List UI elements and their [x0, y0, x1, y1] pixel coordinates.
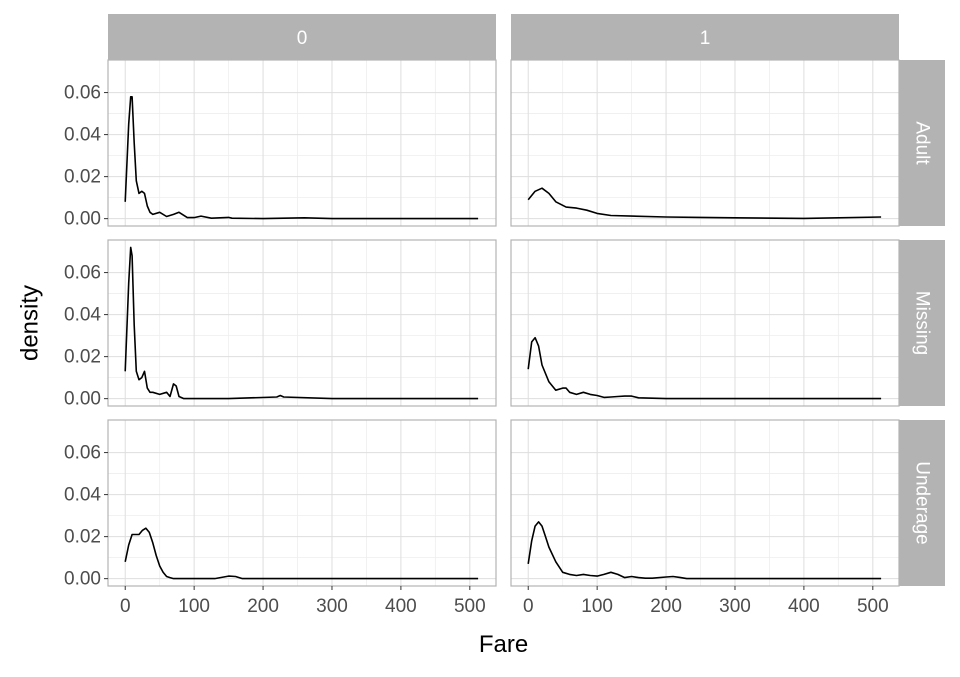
column-strip-label: 0	[297, 28, 308, 49]
x-tick-label: 0	[120, 596, 131, 617]
x-tick-label: 0	[523, 596, 534, 617]
column-strip-label: 1	[700, 28, 711, 49]
x-tick-label: 200	[650, 596, 682, 617]
x-tick-label: 100	[581, 596, 613, 617]
column-strip-0	[108, 14, 496, 60]
y-tick-label: 0.02	[64, 527, 101, 548]
panel-background	[511, 240, 899, 406]
density-line	[124, 527, 479, 580]
density-line	[124, 96, 479, 220]
y-tick-label: 0.06	[64, 83, 101, 104]
row-strip-label: Adult	[912, 121, 933, 165]
x-tick-label: 300	[719, 596, 751, 617]
y-tick-label: 0.04	[64, 485, 101, 506]
panel-border	[107, 239, 497, 407]
column-strip-1	[511, 14, 899, 60]
y-tick-label: 0.04	[64, 305, 101, 326]
panel-1-missing	[510, 239, 900, 407]
y-tick-label: 0.02	[64, 347, 101, 368]
panel-background	[108, 420, 496, 586]
y-tick-label: 0.00	[64, 389, 101, 410]
panel-background	[108, 60, 496, 226]
panel-background	[511, 60, 899, 226]
x-tick-label: 400	[788, 596, 820, 617]
density-line	[527, 336, 882, 400]
panel-background	[108, 240, 496, 406]
x-tick-label: 400	[385, 596, 417, 617]
panel-background	[511, 420, 899, 586]
panel-1-adult	[510, 59, 900, 227]
row-strip-adult	[899, 60, 945, 226]
x-tick-label: 100	[178, 596, 210, 617]
density-line	[124, 246, 479, 400]
density-line	[527, 187, 882, 220]
panel-0-adult	[107, 59, 497, 227]
panel-1-underage	[510, 419, 900, 587]
x-tick-label: 500	[857, 596, 889, 617]
x-tick-label: 500	[454, 596, 486, 617]
y-tick-label: 0.06	[64, 263, 101, 284]
row-strip-missing	[899, 240, 945, 406]
panel-0-missing	[107, 239, 497, 407]
panel-border	[107, 419, 497, 587]
panel-border	[510, 239, 900, 407]
panel-border	[107, 59, 497, 227]
row-strip-label: Underage	[912, 461, 933, 544]
row-strip-label: Missing	[912, 291, 933, 355]
x-tick-label: 200	[247, 596, 279, 617]
y-tick-label: 0.04	[64, 125, 101, 146]
panel-0-underage	[107, 419, 497, 587]
y-tick-label: 0.00	[64, 209, 101, 230]
panel-border	[510, 419, 900, 587]
y-tick-label: 0.02	[64, 167, 101, 188]
y-axis-title: density	[17, 285, 44, 361]
row-strip-underage	[899, 420, 945, 586]
x-tick-label: 300	[316, 596, 348, 617]
panel-border	[510, 59, 900, 227]
y-tick-label: 0.00	[64, 569, 101, 590]
density-line	[527, 521, 882, 580]
y-tick-label: 0.06	[64, 443, 101, 464]
x-axis-title: Fare	[479, 631, 528, 658]
